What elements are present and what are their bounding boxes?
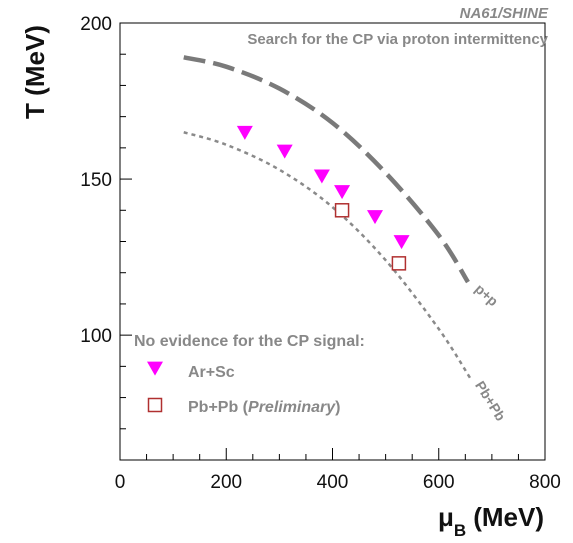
data-points (236, 125, 410, 271)
x-axis-subscript: B (454, 521, 466, 540)
axis-ticks: 0 200 400 600 800 100 150 200 (80, 14, 561, 493)
legend-arsc-marker (147, 361, 163, 376)
x-axis-unit: (MeV) (473, 502, 544, 532)
pbpb-curve (183, 131, 472, 380)
y-tick-label: 150 (80, 170, 112, 191)
x-tick-label: 600 (423, 472, 455, 493)
arsc-point (334, 185, 351, 200)
pp-curve-label: p+p (472, 280, 501, 309)
x-axis-symbol: μ (438, 502, 454, 532)
legend-pbpb-label: Pb+Pb (Preliminary) (188, 399, 341, 416)
pbpb-point (334, 203, 350, 218)
y-tick-label: 100 (80, 326, 112, 347)
svg-text:μB(MeV): μB (MeV) (438, 502, 544, 540)
x-tick-label: 800 (529, 472, 561, 493)
y-axis-title: T (MeV) (20, 25, 50, 119)
x-tick-label: 200 (210, 472, 242, 493)
chart-title: Search for the CP via proton intermitten… (247, 31, 548, 48)
arsc-point (393, 235, 410, 250)
y-tick-label: 200 (80, 14, 112, 35)
legend: No evidence for the CP signal: Ar+Sc Pb+Pb… (134, 333, 365, 416)
legend-pbpb-marker (147, 397, 163, 413)
legend-preliminary-label: Preliminary (248, 399, 336, 416)
pbpb-curve-label: Pb+Pb (472, 378, 509, 424)
x-axis-title: μB (MeV) (438, 502, 544, 540)
pp-curve (183, 55, 470, 284)
legend-arsc-label: Ar+Sc (188, 364, 235, 381)
pbpb-point (391, 256, 407, 271)
x-tick-label: 400 (317, 472, 349, 493)
arsc-point (313, 169, 330, 184)
x-tick-label: 0 (115, 472, 126, 493)
legend-heading: No evidence for the CP signal: (134, 333, 365, 350)
arsc-point (367, 210, 383, 225)
arsc-point (276, 144, 293, 159)
arsc-point (236, 125, 253, 140)
experiment-label: NA61/SHINE (460, 5, 549, 22)
